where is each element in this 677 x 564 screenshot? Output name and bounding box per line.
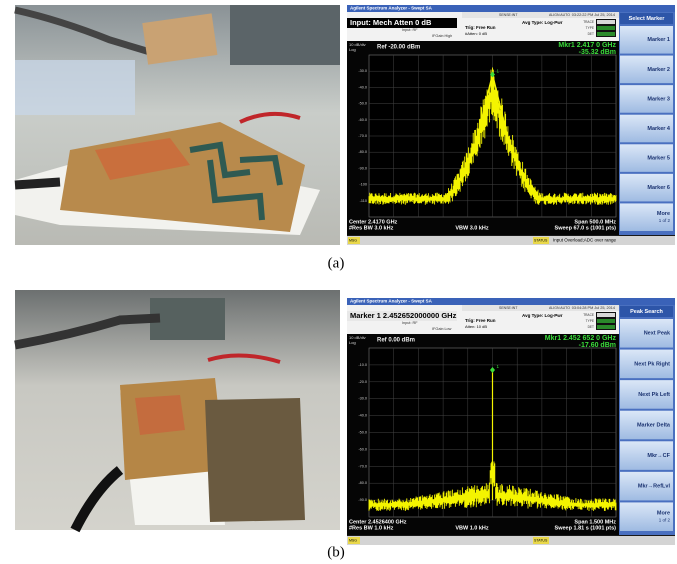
menu-page: 1 of 2 [659,517,671,522]
menu-button-label: Marker 6 [647,185,670,191]
ifgain: IFGain:Low [432,327,452,331]
res-bw: #Res BW 3.0 kHz [349,225,394,231]
menu-button-label: Marker 1 [647,37,670,43]
figure: (a) (b) Agilent Spectrum Analyzer - Swep… [0,0,677,564]
atten: Atten: 10 dB [465,324,487,329]
y-label: -60.0 [358,447,367,451]
y-label: -60.0 [358,118,367,122]
sense: SENSE:INT [499,306,518,310]
y-label: -100 [359,183,367,187]
y-label: -10.0 [358,363,367,367]
trace-indicator-row [597,20,615,24]
log: Log [349,340,356,345]
menu-button-label: Mkr→CF [647,453,670,459]
title-bar-text: Agilent Spectrum Analyzer - Swept SA [350,6,433,11]
y-label: -40.0 [358,85,367,89]
type-label: TYPE [586,26,594,30]
type-label: TYPE [586,319,594,323]
y-label: -20.0 [358,380,367,384]
panel-label: (a) [328,255,345,271]
blue-box [15,60,135,115]
menu-more: More [657,211,670,217]
menu-button-label: Marker 4 [647,126,671,132]
log: Log [349,47,356,52]
sweep: Sweep 1.81 s (1001 pts) [555,525,617,531]
menu-button-label: Marker 5 [647,156,670,162]
avg: Avg Type: Log-Pwr [522,313,563,318]
input: Input: RF [402,321,418,325]
trig: Trig: Free Run [465,25,496,30]
header-title: Marker 1 2.452652000000 GHz [350,311,457,320]
trace-label: TRACE [583,313,594,317]
clip [15,182,60,185]
menu-page: 1 of 2 [659,218,671,223]
page: {"panels": [ {"label": "(a)", "analyzer"… [0,0,677,564]
vbw: VBW 3.0 kHz [455,225,489,231]
y-label: -50.0 [358,102,367,106]
menu-button-label: Marker Delta [637,422,671,428]
sweep: Sweep 67.0 s (1001 pts) [555,225,617,231]
y-label: -70.0 [358,464,367,468]
menu-title: Select Marker [629,16,666,22]
trace-indicator-row [597,32,615,36]
menu-button-label: Next Peak [644,331,671,337]
det-label: DET [588,32,594,36]
res-bw: #Res BW 1.0 kHz [349,525,394,531]
vbw: VBW 1.0 kHz [455,525,489,531]
y-label: -90.0 [358,166,367,170]
marker-readout: Mkr1 2.417 0 GHz [558,42,616,49]
status-bar [347,236,675,245]
menu-button-label: Next Pk Right [634,361,670,367]
panel-label: (b) [327,544,345,560]
menu-more: More [657,511,670,517]
ref-level: Ref -20.00 dBm [377,45,420,51]
status-bar [347,536,675,545]
datetime: 03:04:28 PM Jul 25, 2014 [572,306,615,310]
photo-b [15,290,340,530]
ref-level: Ref 0.00 dBm [377,338,415,344]
msg: MSG [349,538,357,542]
menu-button-label: Marker 3 [647,96,670,102]
instrument [230,5,340,65]
align: ALIGN AUTO [549,13,570,17]
metal-plate [150,298,225,340]
atten: #Atten: 0 dB [465,31,487,36]
avg: Avg Type: Log-Pwr [522,20,563,25]
trace-indicator-row [597,313,615,317]
y-label: -110 [360,199,367,203]
status-text: Input Overload;ADC over range [553,238,617,243]
y-label: -30.0 [358,397,367,401]
trace-label: TRACE [583,20,594,24]
y-label: -80.0 [358,150,367,154]
align: ALIGN AUTO [549,306,570,310]
title-bar-text: Agilent Spectrum Analyzer - Swept SA [350,299,433,304]
y-label: -90.0 [358,498,367,502]
ifgain: IFGain:High [432,34,452,38]
menu-title: Peak Search [630,309,663,315]
copper-patch [135,395,185,435]
menu-button-label: Mkr→RefLvl [638,484,671,490]
input: Input: RF [402,28,418,32]
y-label: -40.0 [358,414,367,418]
trig: Trig: Free Run [465,318,496,323]
menu-button-label: Marker 2 [647,67,670,73]
header-title: Input: Mech Atten 0 dB [350,18,432,27]
datetime: 03:22:22 PM Jul 25, 2014 [572,13,615,17]
y-label: -80.0 [358,481,367,485]
y-label: -70.0 [358,134,367,138]
y-label: -30.0 [358,69,367,73]
menu-button-label: Next Pk Left [638,392,670,398]
copper-plate [205,398,305,522]
trace-indicator-row [597,319,615,323]
y-label: -50.0 [358,431,367,435]
det-label: DET [588,325,594,329]
trace-indicator-row [597,325,615,329]
msg: MSG [349,238,357,242]
status-label: STATUS [534,538,548,542]
trace-indicator-row [597,26,615,30]
status-label: STATUS [534,238,548,242]
sense: SENSE:INT [499,13,518,17]
marker-readout: Mkr1 2.452 652 0 GHz [545,335,617,342]
photo-a [15,5,340,245]
